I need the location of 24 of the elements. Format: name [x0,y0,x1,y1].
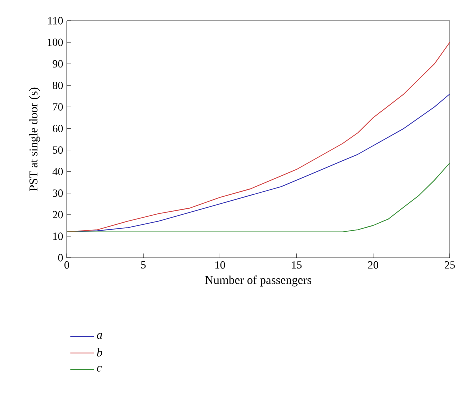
y-tick-label: 80 [52,82,64,90]
y-tick-label: 10 [53,232,64,240]
y-tick-label: 60 [52,125,64,132]
line-series [67,162,450,233]
y-tick-label: 50 [53,146,64,154]
y-tick-label: 70 [53,103,64,111]
legend-label: c [97,366,102,372]
y-axis-title: PST at single door (s) [29,88,40,192]
x-tick-label: 15 [292,262,302,269]
x-tick-label: 0 [64,262,70,269]
y-tick-label: 30 [53,190,64,198]
legend-label: a [97,333,102,340]
x-axis-title: Number of passengers [205,276,312,287]
y-tick-label: 90 [52,60,64,68]
legend-label: b [97,348,102,357]
x-tick-label: 25 [445,262,456,269]
y-tick-label: 40 [52,168,64,176]
x-tick-label: 5 [142,262,146,269]
x-tick-label: 20 [368,262,378,269]
y-tick-label: 20 [53,211,64,219]
y-tick-label: 0 [58,254,64,262]
x-tick-label: 10 [216,262,226,269]
y-tick-label: 100 [48,38,64,46]
y-tick-label: 110 [48,17,64,25]
